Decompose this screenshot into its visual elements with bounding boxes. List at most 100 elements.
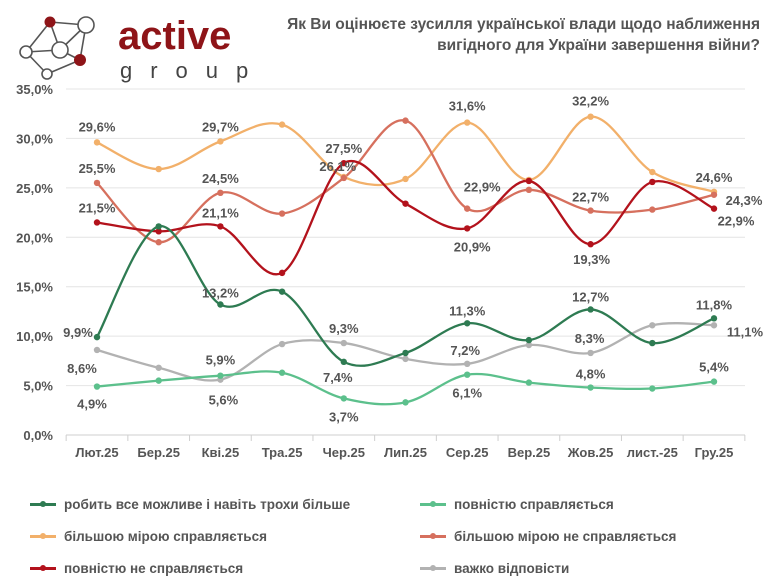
data-point (278, 369, 286, 376)
x-tick-label: Лип.25 (384, 445, 427, 460)
data-point (525, 341, 533, 349)
data-label: 26,1% (319, 159, 356, 174)
x-tick-label: лист.-25 (627, 445, 678, 460)
legend-label: повністю справляється (454, 497, 614, 512)
data-point (340, 395, 347, 402)
legend-label: важко відповісти (454, 561, 570, 576)
data-label: 25,5% (79, 161, 116, 176)
x-tick-label: Вер.25 (508, 445, 551, 460)
data-point (340, 159, 347, 167)
data-label: 24,5% (202, 171, 239, 186)
data-point (402, 117, 409, 124)
data-point (93, 179, 101, 187)
data-point (525, 177, 533, 185)
data-point (402, 399, 409, 406)
y-tick-label: 5,0% (23, 379, 53, 394)
x-tick-label: Тра.25 (262, 445, 303, 460)
x-tick-label: Жов.25 (567, 445, 614, 460)
x-tick-label: Гру.25 (695, 445, 734, 460)
data-point (340, 174, 347, 182)
data-point (155, 364, 162, 371)
data-label: 22,9% (464, 180, 501, 195)
data-label: 29,6% (79, 119, 116, 134)
y-tick-label: 25,0% (16, 181, 53, 196)
data-point (217, 189, 224, 196)
data-point (587, 207, 594, 214)
legend-swatch (420, 565, 446, 571)
data-point (710, 315, 718, 322)
network-logo-icon (19, 16, 95, 80)
data-label: 27,5% (325, 141, 362, 156)
data-label: 12,7% (572, 289, 609, 304)
data-point (587, 241, 594, 248)
data-point (710, 191, 718, 198)
data-label: 32,2% (572, 94, 609, 109)
data-label: 24,6% (696, 170, 733, 185)
data-label: 22,7% (572, 190, 609, 205)
data-point (217, 138, 224, 145)
data-label: 6,1% (452, 386, 482, 401)
x-tick-label: Кві.25 (202, 445, 240, 460)
legend-swatch (30, 565, 56, 571)
data-point (217, 301, 224, 308)
data-point (278, 210, 286, 217)
y-tick-label: 15,0% (16, 280, 53, 295)
data-label: 8,6% (67, 361, 97, 376)
legend-item: більшою мірою справляється (30, 529, 267, 544)
legend-label: робить все можливе і навіть трохи більше (64, 497, 351, 512)
data-point (402, 200, 409, 207)
data-point (464, 320, 471, 327)
data-point (340, 358, 347, 366)
data-label: 5,9% (206, 353, 236, 368)
data-point (649, 322, 656, 329)
legend-swatch (420, 501, 446, 507)
data-point (155, 165, 162, 173)
series-line (95, 225, 715, 367)
data-point (525, 379, 533, 386)
data-point (278, 288, 286, 295)
series-line (96, 115, 715, 193)
data-point (587, 113, 594, 120)
data-point (649, 385, 656, 392)
y-tick-label: 20,0% (16, 230, 53, 245)
data-point (710, 378, 718, 385)
legend-swatch (30, 533, 56, 539)
legend-item: більшою мірою не справляється (420, 529, 676, 544)
data-label: 3,7% (329, 409, 359, 424)
logo-text: active (118, 14, 232, 58)
data-point (155, 223, 162, 230)
data-point (278, 340, 286, 348)
data-point (217, 372, 224, 379)
data-point (649, 178, 656, 186)
data-label: 5,4% (699, 360, 729, 375)
data-point (93, 333, 101, 341)
data-label: 8,3% (575, 331, 605, 346)
y-tick-label: 0,0% (23, 428, 53, 443)
data-point (402, 349, 409, 357)
data-point (587, 306, 594, 313)
data-point (217, 223, 224, 230)
data-point (587, 349, 594, 357)
legend-swatch (30, 501, 56, 507)
data-label: 7,2% (450, 343, 480, 358)
data-label: 11,8% (696, 297, 733, 312)
data-point (93, 219, 101, 226)
data-point (402, 175, 409, 183)
data-point (464, 205, 471, 212)
x-tick-label: Сер.25 (446, 445, 489, 460)
data-point (649, 206, 656, 213)
data-point (93, 139, 101, 146)
data-point (278, 121, 286, 128)
legend-label: більшою мірою справляється (64, 529, 267, 544)
data-label: 29,7% (202, 119, 239, 134)
data-point (155, 377, 162, 384)
data-label: 19,3% (573, 252, 610, 267)
legend-item: важко відповісти (420, 561, 569, 576)
active-group-logo: active group (10, 8, 248, 88)
legend-item: робить все можливе і навіть трохи більше (30, 497, 350, 512)
legend-item: повністю не справляється (30, 561, 243, 576)
data-point (710, 322, 718, 329)
data-label: 21,5% (79, 200, 116, 215)
data-point (464, 119, 471, 126)
data-point (525, 186, 533, 194)
